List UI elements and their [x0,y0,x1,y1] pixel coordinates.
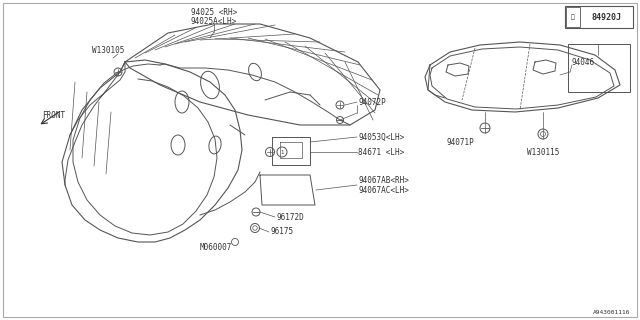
Text: 84671 <LH>: 84671 <LH> [358,148,404,156]
Ellipse shape [248,63,261,81]
Text: 94072P: 94072P [358,98,386,107]
Text: 94025A<LH>: 94025A<LH> [191,17,237,26]
Text: 94046: 94046 [572,58,595,67]
Text: 94053Q<LH>: 94053Q<LH> [358,132,404,141]
Text: A943001116: A943001116 [593,309,630,315]
Text: W130105: W130105 [92,45,124,54]
Text: 94071P: 94071P [446,138,474,147]
FancyBboxPatch shape [566,7,580,27]
Ellipse shape [175,91,189,113]
Text: 96172D: 96172D [276,212,304,221]
Text: 94067AC<LH>: 94067AC<LH> [358,186,409,195]
Text: ⓘ: ⓘ [571,14,575,20]
Text: M060007: M060007 [200,243,232,252]
Text: 94025 <RH>: 94025 <RH> [191,7,237,17]
Ellipse shape [209,136,221,154]
FancyBboxPatch shape [565,6,633,28]
Text: W130115: W130115 [527,148,559,156]
Ellipse shape [200,71,220,99]
Text: 84920J: 84920J [592,12,622,21]
Text: 96175: 96175 [270,228,293,236]
Text: 94067AB<RH>: 94067AB<RH> [358,175,409,185]
Text: 1: 1 [280,149,284,155]
Text: FRONT: FRONT [42,110,65,119]
Ellipse shape [171,135,185,155]
